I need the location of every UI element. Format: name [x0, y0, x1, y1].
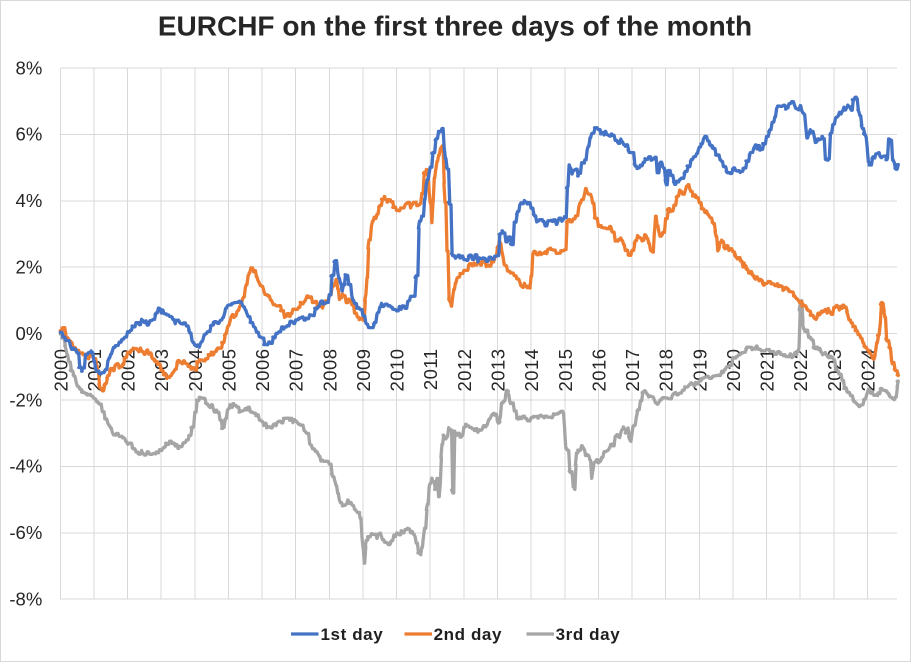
svg-text:2018: 2018: [656, 349, 677, 392]
svg-text:-6%: -6%: [9, 522, 42, 543]
svg-text:2013: 2013: [488, 349, 509, 392]
svg-text:2015: 2015: [555, 349, 576, 392]
svg-text:4%: 4%: [16, 190, 43, 211]
svg-text:EURCHF on the first three days: EURCHF on the first three days of the mo…: [158, 11, 752, 42]
svg-text:2006: 2006: [252, 349, 273, 392]
svg-text:-2%: -2%: [9, 389, 42, 410]
svg-text:2010: 2010: [387, 349, 408, 392]
svg-text:2019: 2019: [689, 349, 710, 392]
svg-text:-4%: -4%: [9, 456, 42, 477]
svg-text:2012: 2012: [454, 349, 475, 392]
svg-text:2007: 2007: [286, 349, 307, 392]
svg-text:6%: 6%: [16, 124, 43, 145]
svg-text:2021: 2021: [757, 349, 778, 392]
svg-text:2016: 2016: [588, 349, 609, 392]
svg-text:2017: 2017: [622, 349, 643, 392]
svg-text:2nd day: 2nd day: [434, 625, 502, 644]
svg-text:2014: 2014: [521, 349, 542, 392]
svg-text:2022: 2022: [790, 349, 811, 392]
svg-text:8%: 8%: [16, 57, 43, 78]
svg-text:2005: 2005: [218, 349, 239, 392]
svg-text:2020: 2020: [723, 349, 744, 392]
svg-text:2008: 2008: [319, 349, 340, 392]
svg-text:3rd day: 3rd day: [556, 625, 621, 644]
svg-text:-8%: -8%: [9, 589, 42, 610]
svg-text:2%: 2%: [16, 257, 43, 278]
svg-text:1st day: 1st day: [321, 625, 384, 644]
svg-text:2000: 2000: [50, 349, 71, 392]
svg-text:2011: 2011: [420, 349, 441, 391]
svg-text:0%: 0%: [16, 323, 43, 344]
svg-text:2009: 2009: [353, 349, 374, 392]
